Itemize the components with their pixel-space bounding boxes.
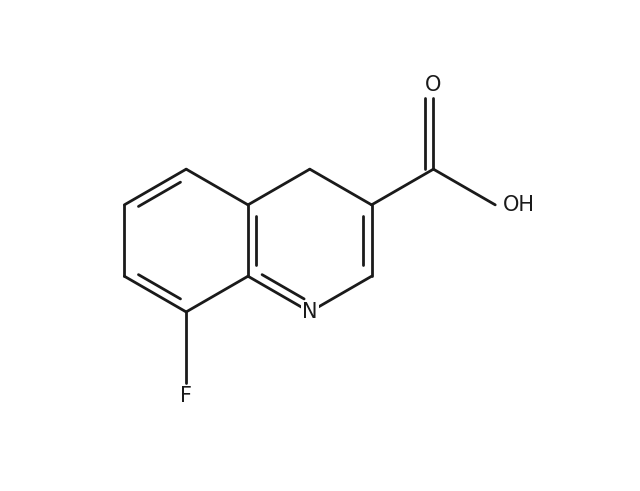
Text: F: F <box>180 386 192 406</box>
Text: OH: OH <box>503 195 535 215</box>
Text: O: O <box>425 75 442 95</box>
Text: N: N <box>302 302 317 322</box>
